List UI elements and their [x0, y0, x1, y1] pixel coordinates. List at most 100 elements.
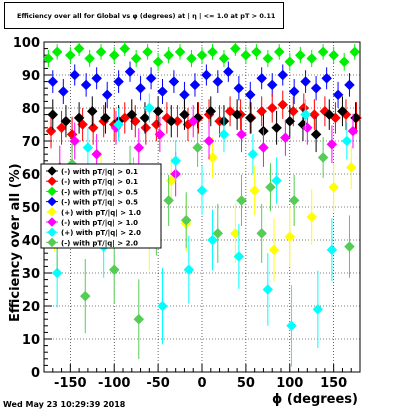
y-tick-label: 40: [22, 234, 40, 249]
chart-title: Efficiency over all for Global vs φ (deg…: [4, 2, 284, 29]
data-point: [310, 82, 322, 94]
data-point: [205, 105, 217, 117]
data-point: [82, 142, 94, 153]
timestamp: Wed May 23 10:29:39 2018: [3, 400, 126, 409]
data-point: [341, 135, 353, 147]
data-point: [317, 46, 329, 58]
data-point: [271, 122, 282, 134]
data-point: [163, 195, 174, 206]
legend-entry-label: (+) with pT/|q| > 2.0: [61, 229, 141, 238]
data-point: [80, 79, 92, 91]
y-tick-label: 60: [22, 168, 40, 183]
data-point: [249, 185, 261, 196]
data-point: [60, 115, 72, 127]
data-point: [47, 109, 59, 120]
legend-marker: [47, 186, 57, 197]
y-tick-label: 100: [13, 36, 40, 51]
data-point: [266, 79, 278, 91]
data-point: [317, 152, 329, 163]
data-point: [56, 122, 67, 134]
data-point: [154, 129, 166, 140]
data-point: [91, 148, 103, 160]
data-point: [312, 303, 324, 315]
data-point: [338, 56, 350, 68]
data-point: [344, 241, 355, 252]
data-point: [323, 109, 335, 120]
data-point: [271, 175, 282, 186]
data-point: [222, 66, 234, 78]
data-point: [273, 46, 285, 58]
data-point: [192, 142, 203, 153]
data-point: [256, 72, 268, 84]
data-point: [306, 53, 318, 64]
data-point: [183, 264, 195, 276]
x-tick-label: 100: [276, 376, 303, 391]
data-point: [262, 284, 274, 295]
data-point: [113, 76, 124, 87]
data-point: [47, 76, 59, 87]
data-point: [64, 49, 76, 61]
data-point: [145, 72, 157, 84]
y-tick-label: 10: [22, 333, 40, 348]
data-point: [218, 129, 230, 140]
data-point: [309, 109, 320, 120]
data-point: [328, 49, 340, 61]
data-point: [196, 185, 208, 196]
data-point: [284, 115, 296, 127]
legend-entry-label: (-) with pT/|q| > 0.5: [61, 188, 138, 197]
x-tick-label: 50: [237, 376, 255, 391]
data-point: [288, 86, 300, 97]
legend-marker: [47, 166, 57, 176]
y-tick-label: 50: [22, 201, 40, 216]
data-point: [201, 69, 212, 81]
data-point: [236, 195, 247, 206]
data-point: [284, 56, 296, 68]
data-point: [345, 162, 357, 173]
data-point: [163, 49, 174, 61]
data-point: [51, 267, 63, 279]
data-point: [157, 86, 168, 97]
legend-marker: [47, 196, 57, 207]
data-point: [300, 109, 311, 120]
x-axis-label: ϕ (degrees): [272, 392, 358, 407]
data-point: [157, 300, 168, 312]
data-point: [180, 214, 192, 226]
data-point: [233, 251, 245, 262]
data-point: [256, 105, 268, 117]
data-point: [212, 228, 224, 239]
data-point: [231, 109, 243, 120]
data-point: [179, 109, 190, 120]
data-point: [186, 53, 197, 64]
data-point: [288, 195, 300, 206]
data-point: [344, 79, 355, 91]
legend-entry-label: (-) with pT/|q| > 0.5: [61, 199, 138, 208]
x-tick-label: -50: [146, 376, 170, 391]
x-tick-label: 150: [320, 376, 347, 391]
data-point: [236, 129, 247, 140]
data-point: [140, 122, 152, 134]
data-point: [124, 66, 136, 78]
data-point: [328, 181, 340, 193]
data-point: [326, 244, 338, 256]
legend-marker: [47, 227, 57, 237]
legend-marker: [47, 207, 57, 217]
data-point: [86, 105, 98, 117]
data-point: [300, 76, 311, 87]
data-point: [91, 72, 103, 84]
data-point: [203, 135, 215, 147]
data-point: [133, 142, 145, 153]
data-point: [69, 69, 81, 81]
data-point: [95, 46, 107, 58]
y-tick-label: 70: [22, 135, 40, 150]
data-point: [143, 102, 155, 114]
y-axis-label: Efficiency over all (%): [8, 163, 23, 322]
data-point: [265, 181, 276, 193]
data-point: [326, 138, 338, 150]
legend-marker: [47, 237, 57, 248]
data-point: [247, 148, 259, 160]
data-point: [244, 112, 256, 124]
legend-entry-label: (-) with pT/|q| > 0.1: [61, 178, 138, 187]
data-point: [73, 43, 85, 54]
data-point: [347, 125, 359, 137]
